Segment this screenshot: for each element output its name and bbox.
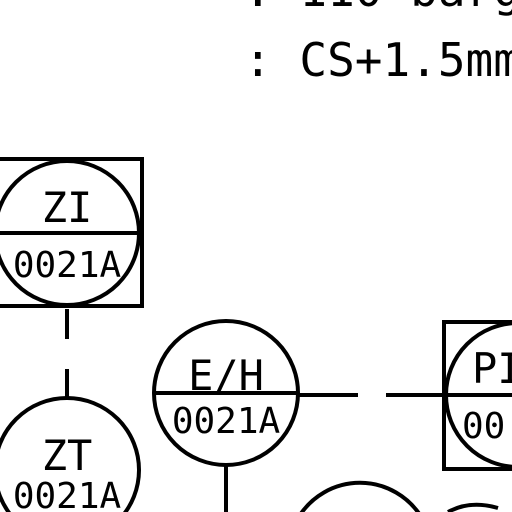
instrument-zt[interactable]: ZT 0021A: [0, 396, 141, 512]
zi-loop-number: 0021A: [13, 245, 122, 286]
material-note: : CS+1.5mm: [244, 33, 512, 87]
instrument-eh[interactable]: E/H 0021A: [152, 319, 300, 467]
partial-fragment-bottom-right: [447, 502, 499, 512]
zt-tag: ZT: [42, 431, 93, 480]
instrument-zi[interactable]: ZI 0021A: [0, 157, 144, 308]
pi-tag: PI: [472, 344, 512, 393]
eh-tag: E/H: [188, 351, 264, 400]
instrument-pi[interactable]: PI 00: [442, 320, 512, 471]
pressure-note: : 110 barg/: [244, 0, 512, 17]
zt-loop-number: 0021A: [13, 476, 122, 512]
zi-tag: ZI: [42, 183, 93, 232]
pi-loop-number: 00: [462, 406, 505, 447]
zt-bubble: [0, 396, 141, 512]
eh-loop-number: 0021A: [172, 401, 281, 442]
partial-bubble-bottom: [299, 480, 421, 512]
